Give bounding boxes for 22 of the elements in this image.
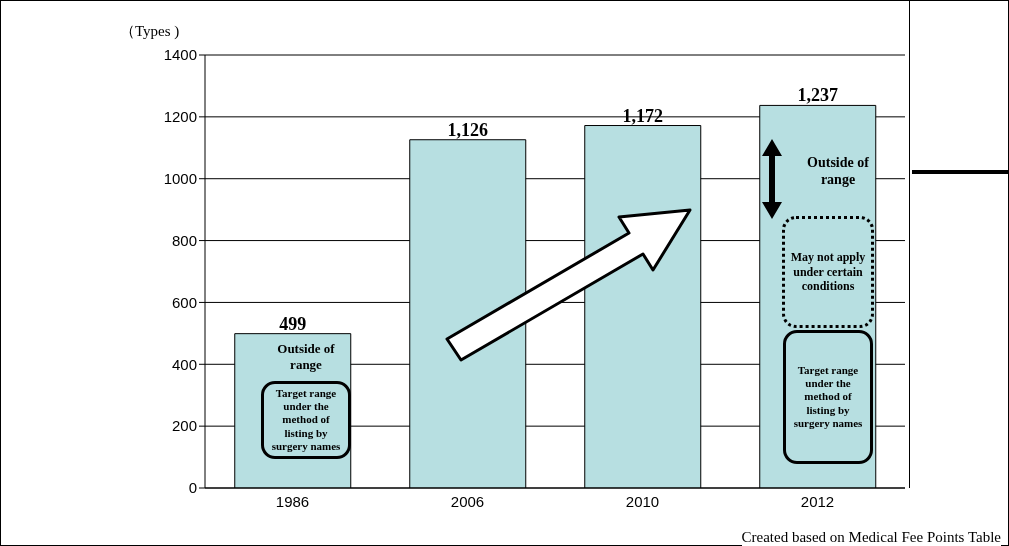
data-label: 1,126 bbox=[447, 119, 488, 140]
y-axis-title: （Types ) bbox=[120, 22, 180, 41]
y-tick-label: 1000 bbox=[163, 170, 197, 188]
x-tick-label: 2012 bbox=[800, 492, 835, 510]
y-tick-label: 0 bbox=[188, 479, 197, 497]
y-tick-label: 200 bbox=[171, 417, 197, 435]
x-tick-label: 2010 bbox=[625, 492, 660, 510]
annotation: Outside of range bbox=[806, 154, 870, 189]
annotation: Outside of range bbox=[276, 340, 336, 374]
data-label: 499 bbox=[279, 313, 307, 334]
annotation: Target range under the method of listing by surgery names bbox=[783, 330, 873, 464]
y-tick-label: 1400 bbox=[163, 46, 197, 64]
x-tick-label: 1986 bbox=[275, 492, 310, 510]
data-label: 1,237 bbox=[797, 85, 838, 106]
annotation: May not apply under certain conditions bbox=[782, 216, 874, 328]
y-tick-label: 800 bbox=[171, 231, 197, 249]
y-tick-label: 400 bbox=[171, 355, 197, 373]
text: Created based on Medical Fee Points Table bbox=[741, 529, 1001, 546]
y-tick-label: 600 bbox=[171, 293, 197, 311]
annotation: Target range under the method of listing by surgery names bbox=[261, 381, 351, 459]
x-tick-label: 2006 bbox=[450, 492, 485, 510]
y-tick-label: 1200 bbox=[163, 108, 197, 126]
